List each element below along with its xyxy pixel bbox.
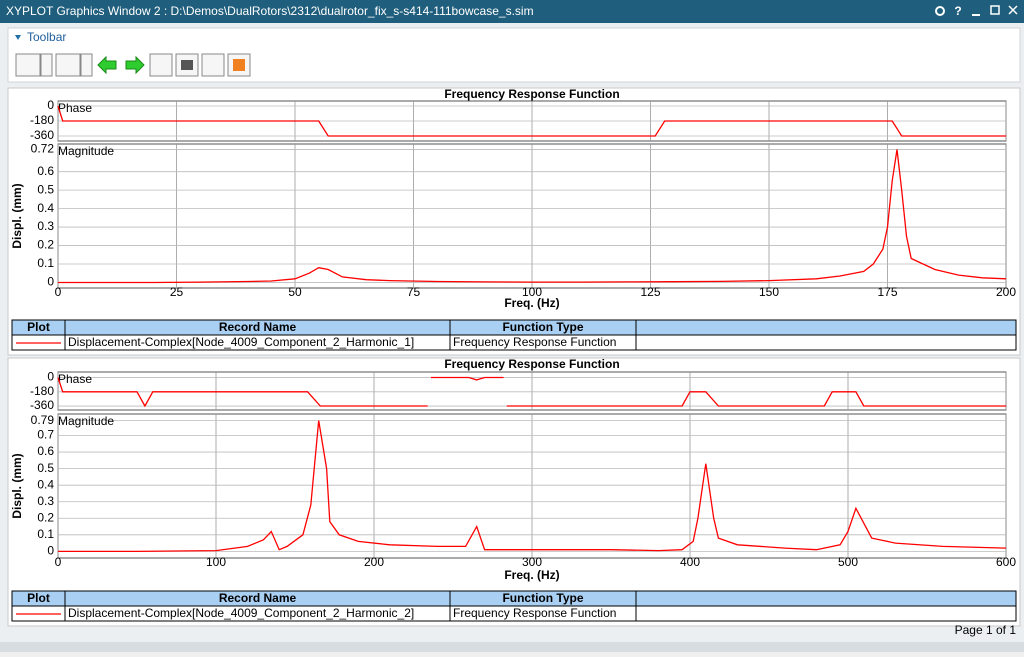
- x-tick-label: 400: [680, 555, 700, 569]
- x-axis-label: Freq. (Hz): [504, 296, 559, 310]
- x-tick-label: 175: [877, 285, 897, 299]
- y-tick-label: 0.4: [37, 201, 54, 215]
- y-tick-label: 0.79: [31, 413, 55, 427]
- phase-line: [57, 105, 1006, 137]
- table-header-cell: Plot: [27, 320, 50, 334]
- table-cell: Frequency Response Function: [453, 606, 616, 620]
- status-strip: [0, 642, 1024, 652]
- x-tick-label: 75: [407, 285, 421, 299]
- y-tick-label: 0.1: [37, 256, 54, 270]
- y-tick-label: 0.2: [37, 510, 54, 524]
- x-tick-label: 200: [364, 555, 384, 569]
- toolbar-toggle[interactable]: [15, 35, 21, 40]
- table-cell: Frequency Response Function: [453, 335, 616, 349]
- x-tick-label: 300: [522, 555, 542, 569]
- y-tick-label: 0.1: [37, 527, 54, 541]
- y-tick-label: -180: [30, 113, 54, 127]
- tool-button[interactable]: [15, 53, 41, 77]
- y-axis-label: Displ. (mm): [10, 453, 24, 518]
- panel-label: Magnitude: [58, 144, 114, 158]
- tool-button[interactable]: [55, 53, 81, 77]
- panel-label: Magnitude: [58, 414, 114, 428]
- x-tick-label: 25: [170, 285, 184, 299]
- table-row: [11, 605, 1017, 622]
- toolbar-buttons: [15, 53, 251, 77]
- y-axis-label: Displ. (mm): [10, 183, 24, 248]
- forward-button[interactable]: [125, 55, 145, 75]
- table-cell: Displacement-Complex[Node_4009_Component…: [68, 606, 414, 620]
- settings-button[interactable]: [935, 6, 945, 16]
- table-cell: Displacement-Complex[Node_4009_Component…: [68, 335, 414, 349]
- table-row: [11, 334, 1017, 351]
- y-tick-label: 0.72: [31, 142, 55, 156]
- y-tick-label: 0: [47, 544, 54, 558]
- magnitude-line: [58, 149, 1007, 284]
- tool-dropdown[interactable]: [40, 53, 53, 77]
- y-tick-label: 0.2: [37, 238, 54, 252]
- y-tick-label: 0.5: [37, 182, 54, 196]
- back-button[interactable]: [97, 55, 117, 75]
- y-tick-label: 0.3: [37, 494, 54, 508]
- x-tick-label: 100: [522, 285, 542, 299]
- plot-area: [7, 87, 1021, 356]
- panel-label: Phase: [58, 372, 92, 386]
- x-tick-label: 150: [759, 285, 779, 299]
- tool-button[interactable]: [149, 53, 173, 77]
- table-header-cell: Function Type: [502, 591, 583, 605]
- panel-label: Phase: [58, 101, 92, 115]
- y-tick-label: 0.5: [37, 461, 54, 475]
- y-tick-label: -180: [30, 384, 54, 398]
- plot-title: Frequency Response Function: [444, 87, 619, 101]
- plot-title: Frequency Response Function: [444, 357, 619, 371]
- x-tick-label: 100: [206, 555, 226, 569]
- tool-dropdown[interactable]: [80, 53, 93, 77]
- title-bar: [0, 0, 1024, 23]
- cube-icon: [233, 59, 245, 71]
- maximize-button[interactable]: [990, 5, 1000, 15]
- y-tick-label: 0.4: [37, 477, 54, 491]
- y-tick-label: 0: [47, 370, 54, 384]
- table-header-cell: Record Name: [219, 591, 297, 605]
- x-tick-label: 125: [640, 285, 660, 299]
- table-header-cell: Plot: [27, 591, 50, 605]
- phase-line: [57, 376, 1006, 408]
- plot-area: [7, 357, 1021, 627]
- close-button[interactable]: [1008, 5, 1018, 15]
- magnitude-line: [58, 420, 1007, 553]
- x-tick-label: 0: [55, 555, 62, 569]
- x-axis-label: Freq. (Hz): [504, 568, 559, 582]
- table-header-cell: Record Name: [219, 320, 297, 334]
- y-tick-label: 0: [47, 275, 54, 289]
- tool-button[interactable]: [201, 53, 225, 77]
- y-tick-label: 0.3: [37, 219, 54, 233]
- y-tick-label: 0.7: [37, 428, 54, 442]
- x-tick-label: 500: [838, 555, 858, 569]
- x-tick-label: 200: [996, 285, 1016, 299]
- help-button[interactable]: ?: [954, 4, 961, 18]
- x-tick-label: 600: [996, 555, 1016, 569]
- window-title: XYPLOT Graphics Window 2 : D:\Demos\Dual…: [6, 4, 534, 18]
- y-tick-label: 0: [47, 98, 54, 112]
- page-indicator: Page 1 of 1: [955, 623, 1017, 637]
- x-tick-label: 0: [55, 285, 62, 299]
- camera-icon: [181, 60, 193, 70]
- y-tick-label: -360: [30, 128, 54, 142]
- y-tick-label: 0.6: [37, 164, 54, 178]
- y-tick-label: 0.6: [37, 444, 54, 458]
- toolbar-label: Toolbar: [27, 30, 66, 44]
- x-tick-label: 50: [288, 285, 302, 299]
- table-header-cell: Function Type: [502, 320, 583, 334]
- y-tick-label: -360: [30, 398, 54, 412]
